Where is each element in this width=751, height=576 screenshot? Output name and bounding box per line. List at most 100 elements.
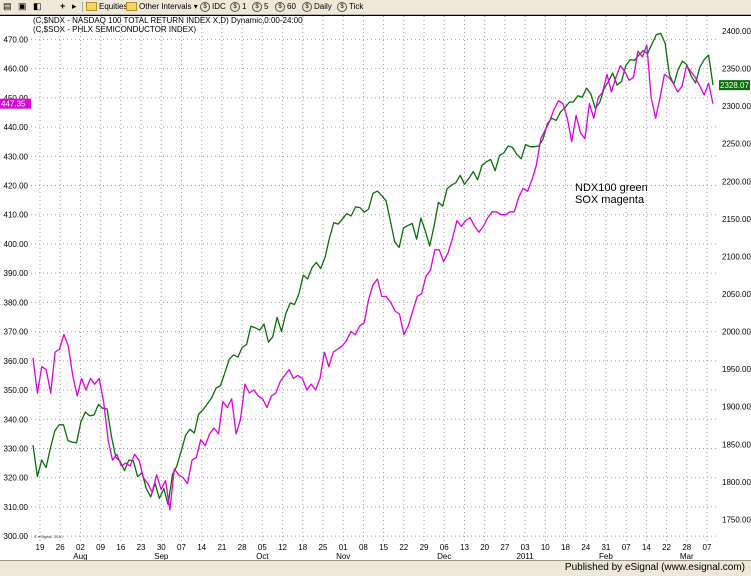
open-icon[interactable]: ▣: [18, 1, 27, 12]
x-axis-tick-label: 01: [339, 543, 348, 552]
other-intervals-label: Other Intervals: [139, 2, 192, 11]
x-axis-tick-label: 13: [460, 543, 469, 552]
toggle-icon[interactable]: ◧: [33, 1, 42, 12]
left-axis-tick-label: 340.00: [4, 415, 29, 424]
x-axis-tick-label: 06: [440, 543, 449, 552]
left-axis-tick-label: 430.00: [4, 152, 29, 161]
x-axis-tick-label: 18: [298, 543, 307, 552]
chart-icon[interactable]: ▤: [3, 1, 12, 12]
sox-last-value-label: 447.35: [1, 100, 26, 109]
right-axis-tick-label: 2000.00: [722, 328, 751, 337]
x-axis-month-label: Aug: [73, 552, 87, 560]
x-axis-tick-label: 27: [500, 543, 509, 552]
interval-label: IDC: [212, 2, 226, 11]
annotation-ndx: NDX100 green: [575, 182, 648, 194]
left-axis-tick-label: 360.00: [4, 357, 29, 366]
interval-button-tick[interactable]: $ Tick: [337, 1, 363, 13]
x-axis-tick-label: 20: [480, 543, 489, 552]
x-axis-tick-label: 25: [319, 543, 328, 552]
x-axis-tick-label: 12: [278, 543, 287, 552]
interval-icon: $: [252, 1, 262, 12]
right-axis-tick-label: 2100.00: [722, 252, 751, 261]
x-axis-tick-label: 15: [379, 543, 388, 552]
x-axis-tick-label: 09: [96, 543, 105, 552]
sox-last-value-badge: [0, 98, 31, 109]
interval-label: 5: [264, 2, 269, 11]
x-axis-tick-label: 14: [642, 543, 651, 552]
ndx-last-value-label: 2328.07: [720, 81, 749, 90]
watermark-text: © eSignal, 2010: [34, 534, 63, 539]
x-axis-tick-label: 18: [561, 543, 570, 552]
interval-button-60[interactable]: $60: [275, 1, 296, 13]
other-intervals-menu-button[interactable]: Other Intervals ▾: [126, 1, 198, 13]
interval-label: 60: [287, 2, 296, 11]
x-axis-tick-label: 21: [217, 543, 226, 552]
x-axis-tick-label: 10: [541, 543, 550, 552]
price-chart[interactable]: 300.00 310.00 320.00 330.00 340.00 350.00 360.…: [0, 0, 751, 560]
right-axis-tick-label: 1900.00: [722, 403, 751, 412]
x-axis-tick-label: 19: [36, 543, 45, 552]
toolbar-divider: [82, 2, 83, 12]
chart-title: (C,$NDX - NASDAQ 100 TOTAL RETURN INDEX …: [33, 16, 303, 25]
interval-label: 1: [242, 2, 247, 11]
x-axis-tick-label: 07: [703, 543, 712, 552]
left-axis-tick-label: 420.00: [4, 181, 29, 190]
left-axis-tick-label: 370.00: [4, 328, 29, 337]
x-axis-tick-label: 30: [157, 543, 166, 552]
grid: [31, 16, 718, 542]
left-axis-tick-label: 460.00: [4, 65, 29, 74]
x-axis-tick-label: 05: [258, 543, 267, 552]
interval-button-1[interactable]: $1: [230, 1, 246, 13]
ndx-series-line[interactable]: [32, 32, 714, 506]
x-axis-month-label: Sep: [154, 552, 169, 560]
x-axis-month-label: Mar: [680, 552, 694, 560]
x-axis-tick-label: 26: [56, 543, 65, 552]
equities-label: Equities: [99, 2, 128, 11]
interval-button-daily[interactable]: $ Daily: [302, 1, 332, 13]
right-axis-tick-label: 2050.00: [722, 290, 751, 299]
right-axis-tick-label: 2300.00: [722, 102, 751, 111]
x-axis-tick-label: 23: [137, 543, 146, 552]
right-axis-tick-label: 2200.00: [722, 177, 751, 186]
right-axis-tick-label: 2250.00: [722, 140, 751, 149]
left-axis-tick-label: 310.00: [4, 503, 29, 512]
left-axis-tick-label: 350.00: [4, 386, 29, 395]
folder-icon: [126, 2, 137, 12]
left-axis-tick-label: 440.00: [4, 123, 29, 132]
chevron-down-icon[interactable]: ▸: [72, 1, 77, 12]
x-axis-tick-label: 02: [76, 543, 85, 552]
x-axis-month-label: 2011: [516, 552, 534, 560]
x-axis-tick-label: 16: [116, 543, 125, 552]
add-icon[interactable]: +: [60, 1, 66, 12]
interval-button-5[interactable]: $5: [252, 1, 268, 13]
x-axis-month-label: Nov: [336, 552, 350, 560]
left-axis-tick-label: 400.00: [4, 240, 29, 249]
right-axis-tick-label: 2350.00: [722, 65, 751, 74]
left-axis-tick-label: 320.00: [4, 474, 29, 483]
sox-series-line[interactable]: [32, 44, 714, 511]
axes-layer: 300.00 310.00 320.00 330.00 340.00 350.00 360.…: [0, 27, 751, 560]
left-axis-tick-label: 330.00: [4, 444, 29, 453]
x-axis-tick-label: 07: [622, 543, 631, 552]
plot-area: [31, 16, 718, 542]
right-axis-tick-label: 1950.00: [722, 365, 751, 374]
right-axis-tick-label: 2400.00: [722, 27, 751, 36]
interval-icon: $: [337, 1, 347, 12]
x-axis-tick-label: 22: [662, 543, 671, 552]
chart-subtitle: (C,$SOX - PHLX SEMICONDUCTOR INDEX): [33, 25, 196, 34]
x-axis-tick-label: 22: [399, 543, 408, 552]
x-axis-month-label: Feb: [599, 552, 613, 560]
x-axis-tick-label: 08: [359, 543, 368, 552]
publisher-credit: Published by eSignal (www.esignal.com): [564, 562, 745, 573]
right-axis-tick-label: 2150.00: [722, 215, 751, 224]
toolbar: ▤ ▣ ◧ + ▸ Equities ▾ Other Intervals ▾ $…: [0, 0, 751, 15]
x-axis-tick-label: 14: [197, 543, 206, 552]
right-axis-area: [718, 16, 751, 542]
interval-label: Tick: [349, 2, 364, 11]
ndx-last-value-badge: [719, 80, 750, 91]
x-axis-area: [0, 542, 751, 560]
x-axis-tick-label: 31: [601, 543, 610, 552]
interval-icon: $: [200, 1, 210, 12]
x-axis-tick-label: 07: [177, 543, 186, 552]
interval-button-idc[interactable]: $ IDC: [200, 1, 226, 13]
